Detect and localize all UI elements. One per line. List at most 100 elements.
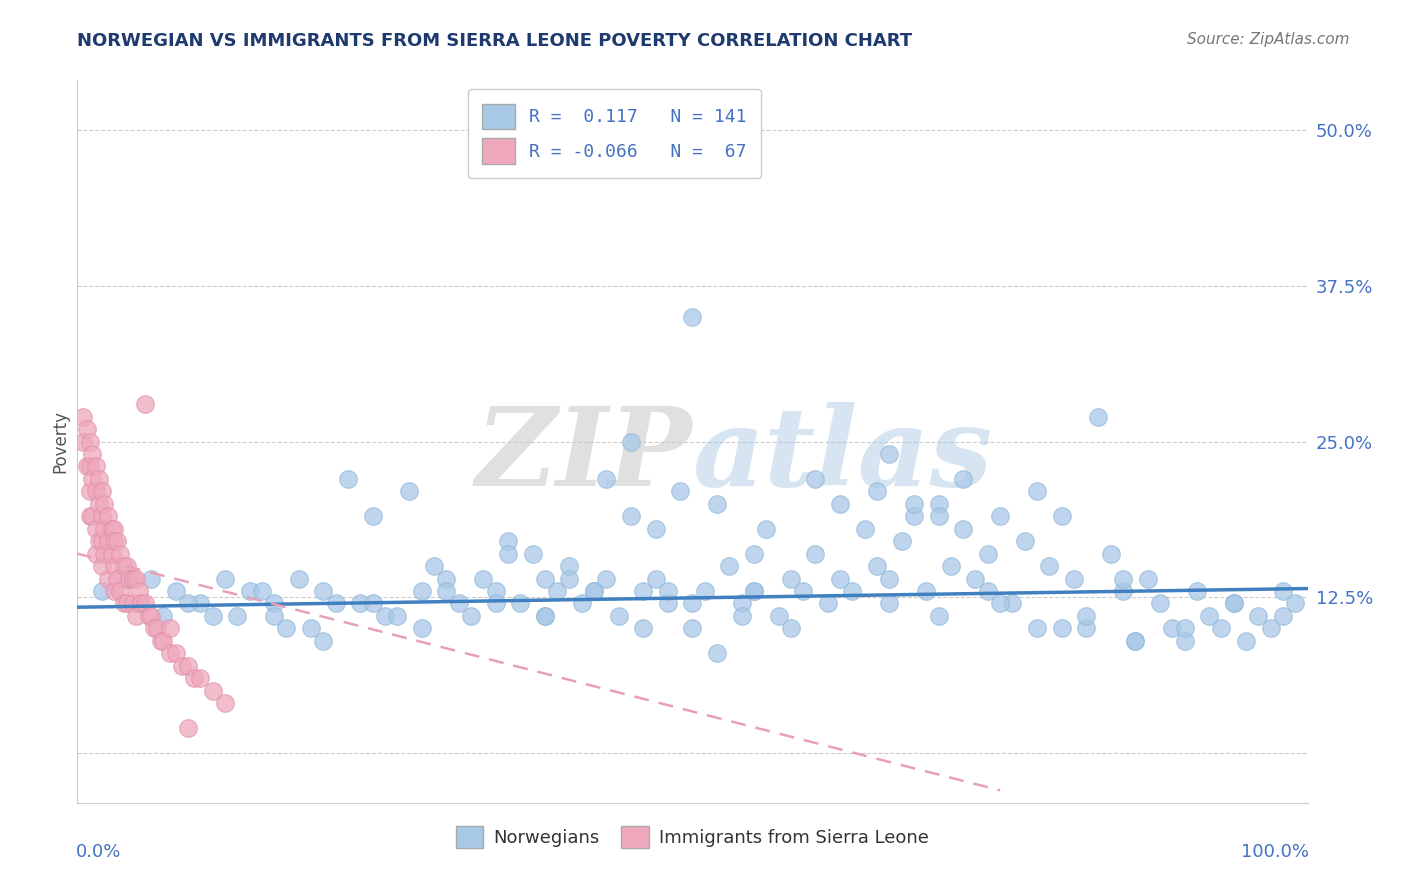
- Point: [830, 572, 852, 586]
- Point: [879, 572, 901, 586]
- Point: [1099, 547, 1122, 561]
- Point: [583, 584, 606, 599]
- Point: [534, 572, 557, 586]
- Text: ZIP: ZIP: [475, 402, 693, 509]
- Point: [79, 484, 101, 499]
- Point: [150, 633, 173, 648]
- Point: [159, 646, 181, 660]
- Point: [128, 584, 150, 599]
- Point: [804, 547, 827, 561]
- Point: [620, 509, 643, 524]
- Text: Source: ZipAtlas.com: Source: ZipAtlas.com: [1187, 32, 1350, 47]
- Point: [731, 597, 754, 611]
- Point: [115, 572, 138, 586]
- Point: [939, 559, 962, 574]
- Point: [657, 584, 679, 599]
- Point: [485, 597, 508, 611]
- Point: [534, 609, 557, 624]
- Point: [546, 584, 568, 599]
- Point: [177, 597, 200, 611]
- Point: [522, 547, 544, 561]
- Point: [669, 484, 692, 499]
- Point: [1136, 572, 1159, 586]
- Point: [118, 572, 141, 586]
- Point: [411, 621, 433, 635]
- Point: [1112, 572, 1135, 586]
- Point: [952, 472, 974, 486]
- Point: [1247, 609, 1270, 624]
- Point: [103, 559, 125, 574]
- Point: [90, 559, 114, 574]
- Point: [558, 572, 581, 586]
- Point: [682, 310, 704, 324]
- Point: [633, 584, 655, 599]
- Point: [1076, 621, 1098, 635]
- Point: [361, 509, 384, 524]
- Point: [879, 447, 901, 461]
- Point: [361, 597, 384, 611]
- Point: [129, 597, 153, 611]
- Point: [411, 584, 433, 599]
- Point: [276, 621, 298, 635]
- Point: [571, 597, 593, 611]
- Point: [928, 609, 950, 624]
- Point: [1223, 597, 1246, 611]
- Point: [263, 597, 285, 611]
- Point: [1174, 621, 1197, 635]
- Point: [1223, 597, 1246, 611]
- Point: [841, 584, 863, 599]
- Point: [398, 484, 420, 499]
- Point: [112, 597, 135, 611]
- Point: [82, 447, 104, 461]
- Point: [226, 609, 249, 624]
- Point: [89, 472, 111, 486]
- Point: [82, 509, 104, 524]
- Point: [121, 597, 143, 611]
- Point: [595, 472, 617, 486]
- Point: [110, 547, 132, 561]
- Point: [288, 572, 311, 586]
- Point: [682, 597, 704, 611]
- Point: [165, 584, 187, 599]
- Point: [105, 534, 128, 549]
- Point: [337, 472, 360, 486]
- Point: [706, 646, 728, 660]
- Point: [1272, 584, 1295, 599]
- Point: [177, 658, 200, 673]
- Point: [165, 646, 187, 660]
- Point: [485, 584, 508, 599]
- Point: [742, 584, 765, 599]
- Point: [1076, 609, 1098, 624]
- Point: [903, 509, 925, 524]
- Point: [1174, 633, 1197, 648]
- Point: [138, 609, 160, 624]
- Point: [79, 434, 101, 449]
- Point: [817, 597, 839, 611]
- Point: [1284, 597, 1306, 611]
- Point: [780, 621, 803, 635]
- Point: [780, 572, 803, 586]
- Point: [830, 497, 852, 511]
- Point: [731, 609, 754, 624]
- Point: [72, 434, 94, 449]
- Point: [866, 484, 889, 499]
- Point: [103, 522, 125, 536]
- Point: [134, 597, 156, 611]
- Point: [97, 572, 120, 586]
- Point: [121, 572, 143, 586]
- Text: NORWEGIAN VS IMMIGRANTS FROM SIERRA LEONE POVERTY CORRELATION CHART: NORWEGIAN VS IMMIGRANTS FROM SIERRA LEON…: [77, 32, 912, 50]
- Point: [742, 547, 765, 561]
- Point: [101, 522, 124, 536]
- Point: [1149, 597, 1171, 611]
- Point: [349, 597, 371, 611]
- Text: 100.0%: 100.0%: [1241, 843, 1309, 861]
- Point: [977, 547, 1000, 561]
- Point: [890, 534, 912, 549]
- Text: 0.0%: 0.0%: [76, 843, 121, 861]
- Point: [312, 584, 335, 599]
- Point: [928, 509, 950, 524]
- Point: [436, 572, 458, 586]
- Point: [177, 721, 200, 735]
- Point: [72, 409, 94, 424]
- Point: [84, 547, 107, 561]
